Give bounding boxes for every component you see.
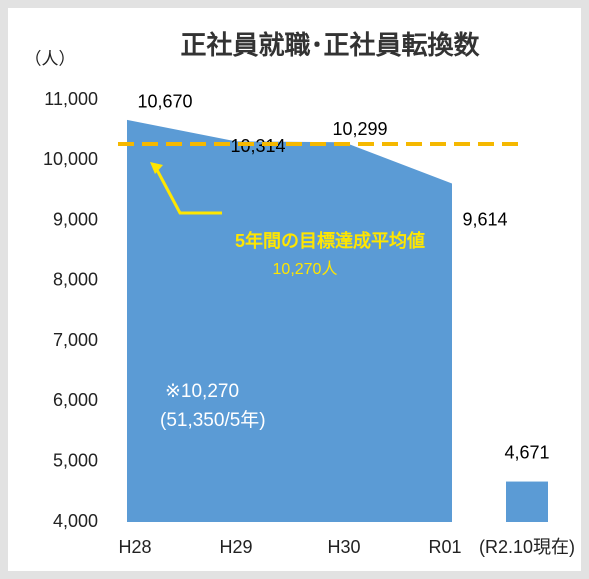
x-tick-label: (R2.10現在) xyxy=(479,537,575,557)
data-label: 9,614 xyxy=(462,209,507,229)
annotation: ※10,270 xyxy=(165,381,239,402)
y-tick-label: 11,000 xyxy=(44,89,98,109)
y-tick-label: 7,000 xyxy=(53,330,98,350)
data-label: 10,299 xyxy=(332,119,387,139)
data-label: 4,671 xyxy=(504,442,549,462)
x-tick-label: H29 xyxy=(219,537,252,557)
y-tick-label: 10,000 xyxy=(43,149,98,169)
y-tick-label: 6,000 xyxy=(53,390,98,410)
chart-title: 正社員就職･正社員転換数 xyxy=(180,30,480,60)
x-tick-label: H28 xyxy=(118,537,151,557)
x-tick-label: H30 xyxy=(327,537,360,557)
callout-arrow xyxy=(154,167,222,215)
y-tick-label: 9,000 xyxy=(53,209,98,229)
callout-arrowhead xyxy=(150,162,163,174)
reference-value-label: 10,270人 xyxy=(273,260,338,278)
area xyxy=(127,119,452,522)
y-axis-label: （人） xyxy=(25,49,76,68)
y-tick-label: 8,000 xyxy=(53,270,98,290)
data-label: 10,314 xyxy=(230,136,285,156)
y-tick-label: 4,000 xyxy=(53,511,98,531)
data-label: 10,670 xyxy=(137,92,192,112)
y-tick-label: 5,000 xyxy=(53,450,98,470)
reference-label: 5年間の目標達成平均値 xyxy=(235,230,425,251)
annotation: (51,350/5年) xyxy=(160,409,266,431)
plot xyxy=(127,119,548,522)
bar xyxy=(506,481,548,522)
x-tick-label: R01 xyxy=(428,537,461,557)
